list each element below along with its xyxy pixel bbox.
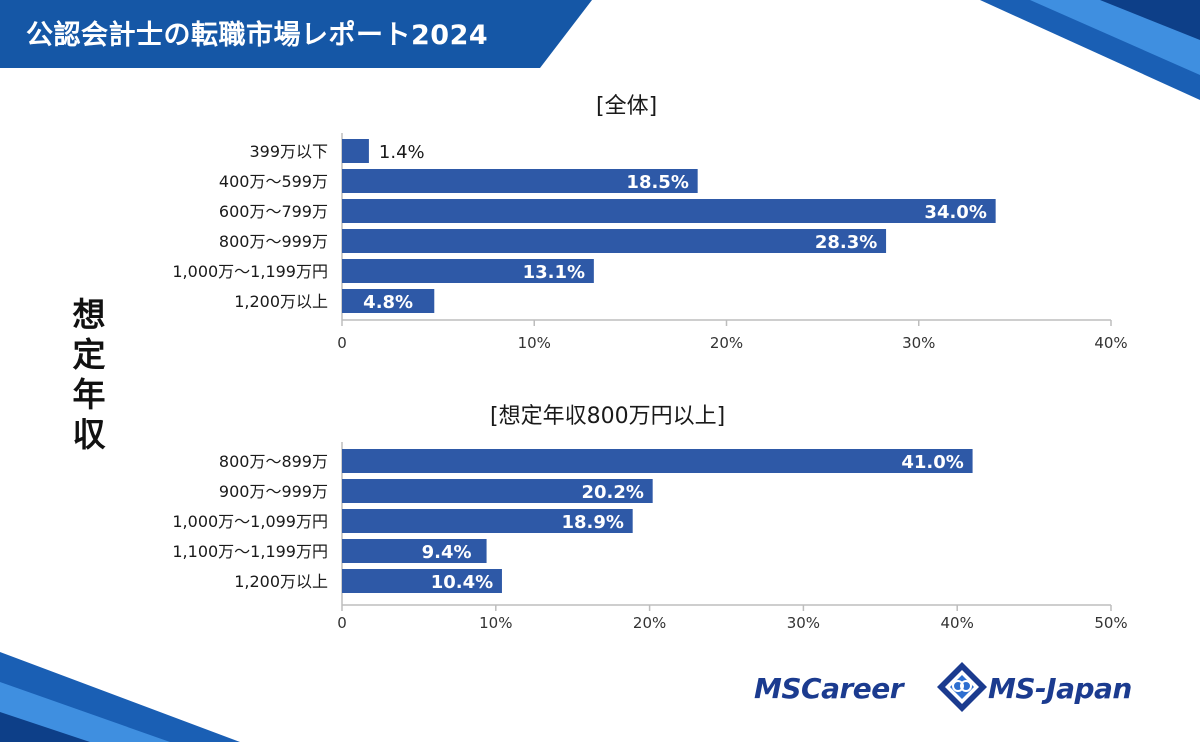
bar <box>342 479 653 503</box>
footer-logos: MSCareer MS-Japan <box>750 656 1170 720</box>
x-tick-label: 20% <box>633 614 666 632</box>
x-tick-label: 40% <box>941 614 974 632</box>
category-label: 800万～899万 <box>219 452 328 471</box>
data-label: 4.8% <box>363 292 413 313</box>
report-title: 公認会計士の転職市場レポート2024 <box>26 20 489 51</box>
data-label: 28.3% <box>815 232 877 253</box>
bar <box>342 449 973 473</box>
category-label: 399万以下 <box>249 142 328 161</box>
bar <box>342 259 594 283</box>
data-label: 13.1% <box>523 262 585 283</box>
data-label: 1.4% <box>379 142 425 163</box>
chart-title-800-plus: [想定年収800万円以上] <box>490 404 726 429</box>
data-label: 10.4% <box>431 572 493 593</box>
data-label: 34.0% <box>924 202 986 223</box>
bar <box>342 139 369 163</box>
y-axis-group-label: 想 定 年 収 <box>64 295 114 455</box>
corner-decoration-top-right <box>980 0 1200 100</box>
category-label: 1,100万～1,199万円 <box>172 542 328 561</box>
data-label: 9.4% <box>422 542 472 563</box>
x-tick-label: 20% <box>710 334 743 352</box>
category-label: 600万～799万 <box>219 202 328 221</box>
corner-decoration-bottom-left <box>0 652 240 742</box>
y-label-char: 収 <box>72 415 106 454</box>
bar <box>342 569 502 593</box>
bar <box>342 199 996 223</box>
data-label: 18.5% <box>626 172 688 193</box>
data-label: 20.2% <box>581 482 643 503</box>
bar <box>342 169 698 193</box>
x-tick-label: 10% <box>479 614 512 632</box>
chart-title-overall: [全体] <box>596 94 658 119</box>
x-tick-label: 10% <box>518 334 551 352</box>
y-label-char: 定 <box>72 335 106 374</box>
x-tick-label: 30% <box>787 614 820 632</box>
x-tick-label: 30% <box>902 334 935 352</box>
bar <box>342 289 435 313</box>
category-label: 1,200万以上 <box>234 572 328 591</box>
category-label: 400万～599万 <box>219 172 328 191</box>
x-tick-label: 0 <box>337 614 347 632</box>
category-label: 1,200万以上 <box>234 292 328 311</box>
category-label: 800万～999万 <box>219 232 328 251</box>
bar <box>342 229 887 253</box>
mscareer-logo: MSCareer <box>754 672 904 705</box>
bar <box>342 509 633 533</box>
ms-japan-diamond-logo-icon <box>937 662 987 712</box>
y-label-char: 想 <box>72 295 106 334</box>
msjapan-logo: MS-Japan <box>988 672 1132 705</box>
bar <box>342 539 487 563</box>
category-label: 1,000万～1,199万円 <box>172 262 328 281</box>
category-label: 900万～999万 <box>219 482 328 501</box>
header-banner <box>0 0 592 68</box>
data-label: 18.9% <box>561 512 623 533</box>
data-label: 41.0% <box>901 452 963 473</box>
x-tick-label: 0 <box>337 334 347 352</box>
category-label: 1,000万～1,099万円 <box>172 512 328 531</box>
x-tick-label: 40% <box>1094 334 1127 352</box>
x-tick-label: 50% <box>1094 614 1127 632</box>
y-label-char: 年 <box>72 375 106 414</box>
